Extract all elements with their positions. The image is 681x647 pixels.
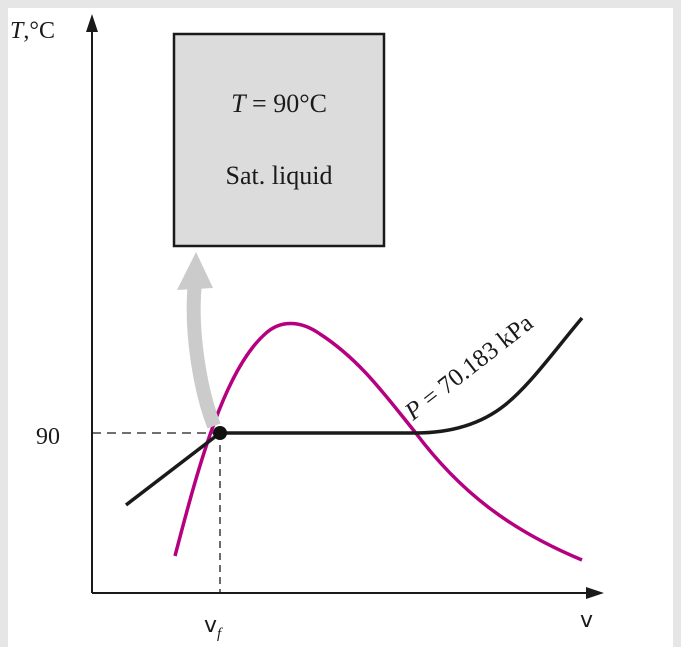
state-box <box>172 32 386 248</box>
state-box-phase: Sat. liquid <box>226 161 333 190</box>
y-tick-90: 90 <box>36 424 60 450</box>
saturation-dome-curve <box>173 321 583 562</box>
x-tick-vf: vf <box>204 613 223 642</box>
callout-arrowhead <box>177 252 213 290</box>
diagram-canvas: T,°C v 90 vf T = 90°C Sat. liquid P = 70… <box>8 8 673 647</box>
x-axis-arrowhead <box>586 587 604 599</box>
axes <box>86 14 604 599</box>
x-axis-label: v <box>580 608 593 633</box>
y-axis-label: T,°C <box>10 18 55 44</box>
tv-diagram: T,°C v 90 vf T = 90°C Sat. liquid P = 70… <box>10 14 604 642</box>
isobar-curve <box>124 316 584 507</box>
saturated-liquid-state-point <box>213 426 227 440</box>
isobar-label: P = 70.183 kPa <box>399 309 538 426</box>
state-box-temperature: T = 90°C <box>231 89 327 118</box>
callout-arrow-shaft <box>186 281 221 429</box>
y-axis-arrowhead <box>86 14 98 32</box>
